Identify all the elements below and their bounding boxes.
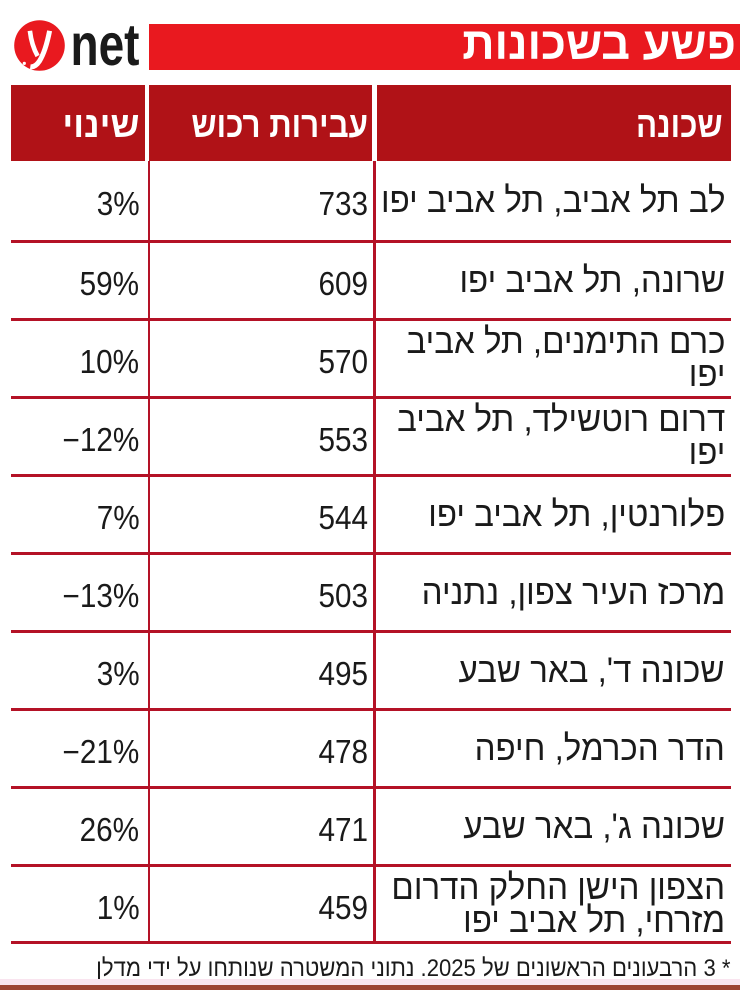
svg-text:net: net xyxy=(70,13,139,79)
